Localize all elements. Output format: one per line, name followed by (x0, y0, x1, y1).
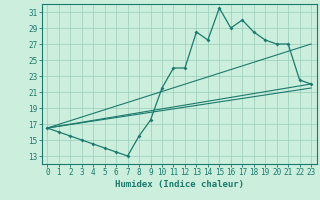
X-axis label: Humidex (Indice chaleur): Humidex (Indice chaleur) (115, 180, 244, 189)
